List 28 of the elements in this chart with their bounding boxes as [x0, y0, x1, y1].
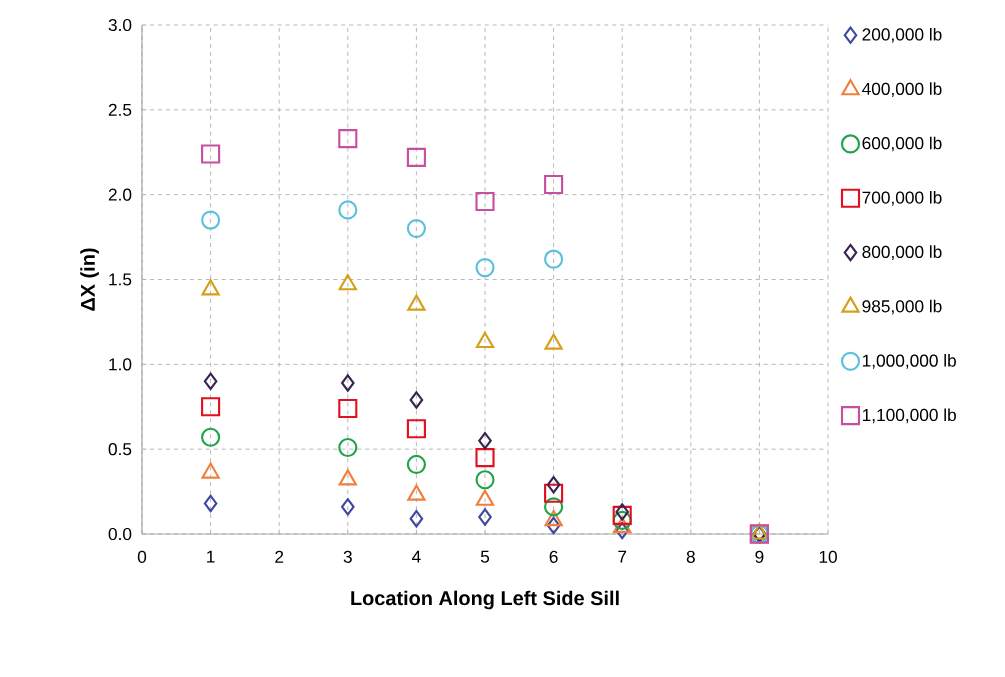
x-tick-label: 5: [480, 550, 490, 563]
x-tick-label: 8: [686, 550, 695, 563]
x-tick-label: 10: [819, 550, 837, 563]
y-tick-label: 1.5: [109, 273, 132, 286]
y-tick-label: 0.0: [108, 527, 132, 541]
legend-label: 700,000 lb: [862, 190, 942, 206]
x-axis-title: Location Along Left Side Sill: [351, 590, 619, 610]
y-tick-label: 1.0: [109, 358, 132, 371]
legend-label: 1,000,000 lb: [862, 354, 956, 369]
y-tick-label: 2.5: [108, 103, 132, 116]
x-tick-label: 4: [412, 550, 421, 563]
y-tick-label: 2.0: [108, 188, 132, 201]
legend-label: 985,000 lb: [862, 299, 942, 315]
x-tick-label: 1: [207, 550, 215, 563]
x-tick-label: 9: [755, 550, 764, 563]
x-tick-label: 0: [137, 550, 147, 563]
y-axis-title: ΔX (in): [80, 248, 99, 311]
legend-label: 400,000 lb: [862, 82, 942, 97]
y-tick-label: 3.0: [108, 18, 132, 32]
x-tick-label: 3: [343, 550, 352, 563]
x-tick-label: 7: [618, 550, 627, 563]
legend-label: 600,000 lb: [862, 136, 942, 152]
y-tick-label: 0.5: [108, 443, 132, 456]
x-tick-label: 6: [549, 550, 558, 563]
legend-label: 800,000 lb: [862, 245, 942, 261]
legend-label: 200,000 lb: [862, 27, 942, 43]
x-tick-label: 2: [275, 550, 284, 563]
legend-label: 1,100,000 lb: [862, 408, 956, 424]
